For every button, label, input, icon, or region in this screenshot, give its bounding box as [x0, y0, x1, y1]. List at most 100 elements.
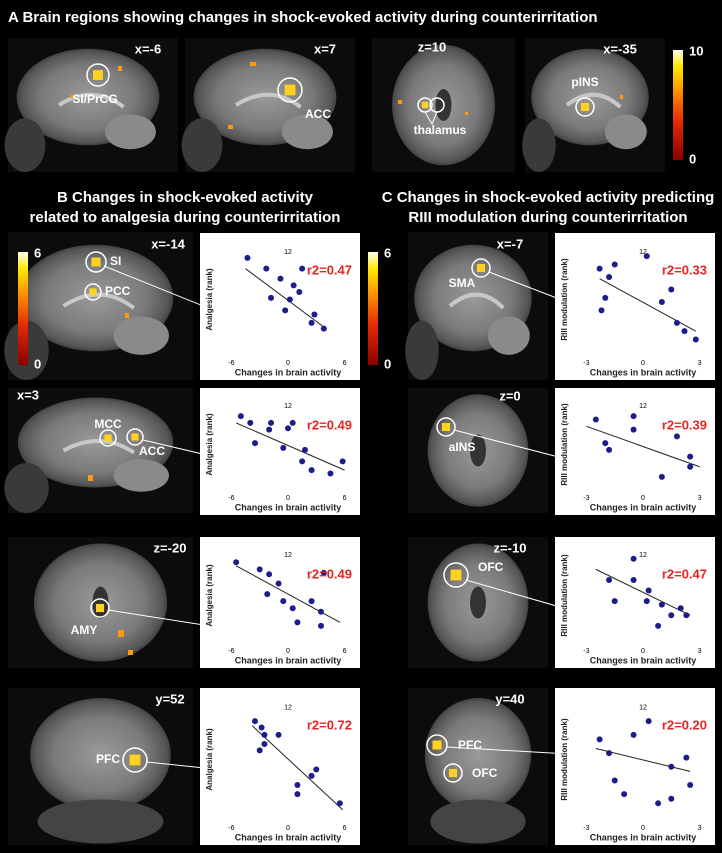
- fit-line: [235, 422, 345, 471]
- y-tick-label: 12: [284, 552, 292, 559]
- activation-blob: [580, 102, 590, 112]
- face: [430, 799, 526, 844]
- y-tick-label: 12: [639, 249, 647, 256]
- fit-line: [251, 725, 344, 811]
- data-point: [339, 458, 346, 465]
- corpus-callosum: [62, 439, 135, 455]
- data-point: [261, 731, 268, 738]
- region-label: SMA: [449, 276, 476, 290]
- activation-blob: [421, 101, 429, 109]
- activation-blob: [118, 630, 124, 637]
- corpus-callosum: [57, 92, 125, 109]
- data-point: [655, 622, 662, 629]
- data-point: [658, 299, 665, 305]
- data-point: [252, 440, 258, 447]
- y-axis-label: Analgesia (rank): [205, 268, 214, 331]
- slice-coordinate: z=-20: [154, 540, 187, 555]
- region-label: ACC: [139, 444, 165, 458]
- data-point: [592, 416, 599, 423]
- x-tick-label: -6: [228, 360, 234, 367]
- x-tick-label: 3: [698, 648, 702, 655]
- region-label: MCC: [94, 417, 122, 431]
- data-point: [289, 605, 296, 612]
- data-point: [621, 791, 628, 798]
- activation-blob: [131, 433, 139, 441]
- data-point: [263, 265, 270, 272]
- r2-annotation: r2=0.33: [662, 262, 707, 277]
- x-tick-label: -3: [583, 360, 589, 367]
- y-tick-label: 12: [639, 704, 647, 711]
- r2-annotation: r2=0.49: [307, 566, 352, 581]
- r2-annotation: r2=0.39: [662, 417, 707, 432]
- activation-blob: [128, 650, 133, 655]
- cerebellum: [104, 114, 156, 150]
- region-circle: [436, 417, 456, 437]
- data-point: [299, 265, 306, 272]
- data-point: [294, 619, 301, 626]
- data-point: [275, 580, 282, 587]
- data-point: [285, 425, 291, 432]
- data-point: [247, 419, 254, 426]
- x-tick-label: 6: [343, 648, 347, 655]
- brain-slice: [30, 697, 171, 812]
- data-point: [299, 458, 306, 465]
- data-point: [606, 750, 613, 757]
- data-point: [687, 782, 694, 789]
- x-tick-label: -6: [228, 495, 234, 502]
- data-point: [677, 605, 684, 612]
- slice-coordinate: x=-6: [135, 41, 161, 56]
- x-tick-label: -3: [583, 825, 589, 832]
- slice-coordinate: x=-14: [151, 236, 185, 251]
- cerebellum: [281, 114, 333, 150]
- panel-c-title: RIII modulation during counterirritation: [408, 209, 687, 226]
- corpus-callosum: [62, 292, 136, 310]
- data-point: [630, 576, 637, 583]
- data-point: [658, 473, 665, 480]
- y-axis-label: Analgesia (rank): [205, 564, 214, 627]
- face: [4, 118, 46, 172]
- data-point: [268, 419, 275, 426]
- data-point: [630, 731, 637, 738]
- activation-blob: [118, 66, 122, 71]
- data-point: [606, 274, 613, 280]
- data-point: [266, 426, 273, 433]
- colorbar-label: 10: [689, 43, 703, 58]
- region-circle: [126, 428, 144, 446]
- x-tick-label: 0: [641, 648, 645, 655]
- region-label: OFC: [472, 766, 498, 780]
- plot-panel: [555, 688, 715, 845]
- slice-coordinate: z=10: [418, 39, 447, 54]
- data-point: [311, 311, 318, 318]
- data-point: [602, 294, 609, 301]
- data-point: [233, 559, 240, 566]
- data-point: [294, 782, 301, 789]
- data-point: [268, 294, 275, 301]
- data-point: [290, 282, 297, 289]
- activation-blob: [129, 754, 141, 766]
- cerebellum: [604, 114, 647, 150]
- r2-annotation: r2=0.72: [307, 717, 352, 732]
- x-axis-label: Changes in brain activity: [235, 655, 342, 665]
- data-point: [598, 307, 605, 314]
- data-point: [286, 296, 293, 303]
- panel-b-title: B Changes in shock-evoked activity: [57, 189, 314, 206]
- r2-annotation: r2=0.49: [307, 417, 352, 432]
- region-label: thalamus: [414, 123, 467, 137]
- region-label: OFC: [478, 560, 504, 574]
- activation-blob: [93, 70, 103, 80]
- plot-panel: [200, 233, 360, 380]
- data-point: [277, 275, 284, 282]
- data-point: [301, 446, 308, 453]
- region-circle: [426, 734, 448, 756]
- data-point: [264, 591, 271, 598]
- data-point: [630, 426, 637, 433]
- colorbar-label: 0: [384, 356, 391, 371]
- colorbar: [18, 252, 28, 365]
- panel-b-title: related to analgesia during counterirrit…: [30, 209, 341, 226]
- data-point: [655, 800, 662, 807]
- data-point: [611, 777, 618, 784]
- y-axis-label: RIII modulation (rank): [560, 258, 569, 341]
- ventricle: [470, 586, 486, 619]
- y-tick-label: 12: [639, 552, 647, 559]
- data-point: [596, 736, 603, 743]
